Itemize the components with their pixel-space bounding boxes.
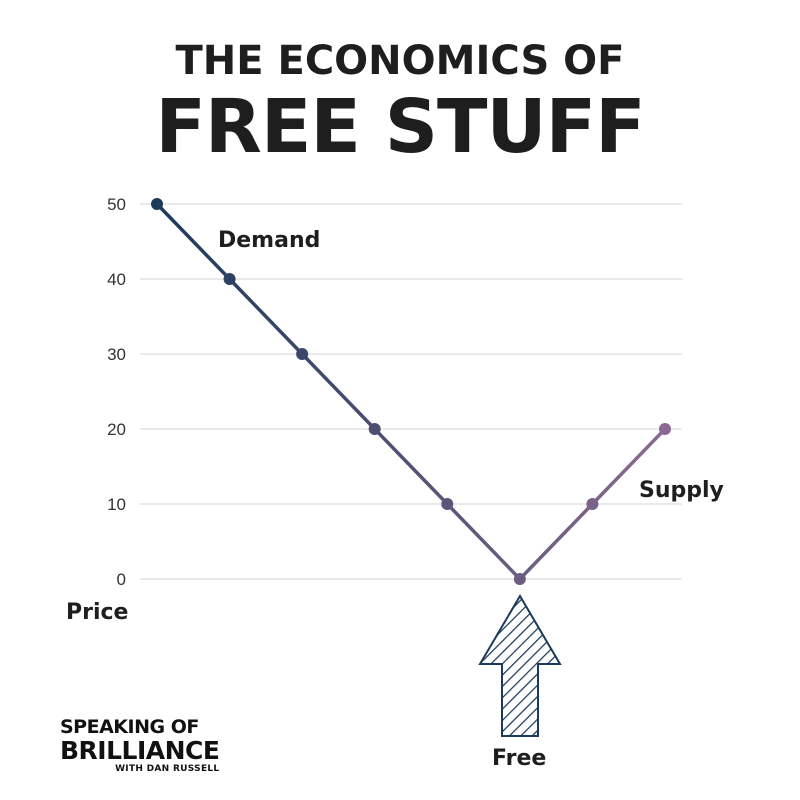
- data-point: [586, 498, 599, 510]
- logo-line-3: WITH DAN RUSSELL: [115, 764, 220, 774]
- supply-label: Supply: [639, 478, 724, 503]
- price-label: Price: [66, 600, 129, 625]
- data-point: [513, 573, 526, 585]
- title-line-2: FREE STUFF: [155, 84, 645, 170]
- y-tick-label: 40: [107, 270, 126, 289]
- demand-label: Demand: [218, 228, 321, 253]
- data-point: [296, 348, 309, 360]
- data-point: [223, 273, 236, 285]
- y-tick-label: 30: [107, 345, 126, 364]
- logo-line-2: BRILLIANCE: [60, 736, 220, 765]
- free-arrow-icon: [478, 594, 562, 737]
- data-point: [659, 423, 671, 435]
- y-tick-label: 10: [107, 495, 126, 514]
- data-point: [368, 423, 381, 435]
- logo-line-1: SPEAKING OF: [60, 716, 199, 738]
- title-line-1: THE ECONOMICS OF: [175, 38, 625, 84]
- free-label: Free: [492, 746, 547, 771]
- series-line: [155, 202, 667, 581]
- data-point: [151, 198, 163, 210]
- data-point: [441, 498, 454, 510]
- y-tick-label: 0: [117, 570, 126, 589]
- y-tick-label: 50: [107, 195, 126, 214]
- brand-logo: SPEAKING OF BRILLIANCE WITH DAN RUSSELL: [60, 716, 220, 774]
- y-tick-label: 20: [107, 420, 126, 439]
